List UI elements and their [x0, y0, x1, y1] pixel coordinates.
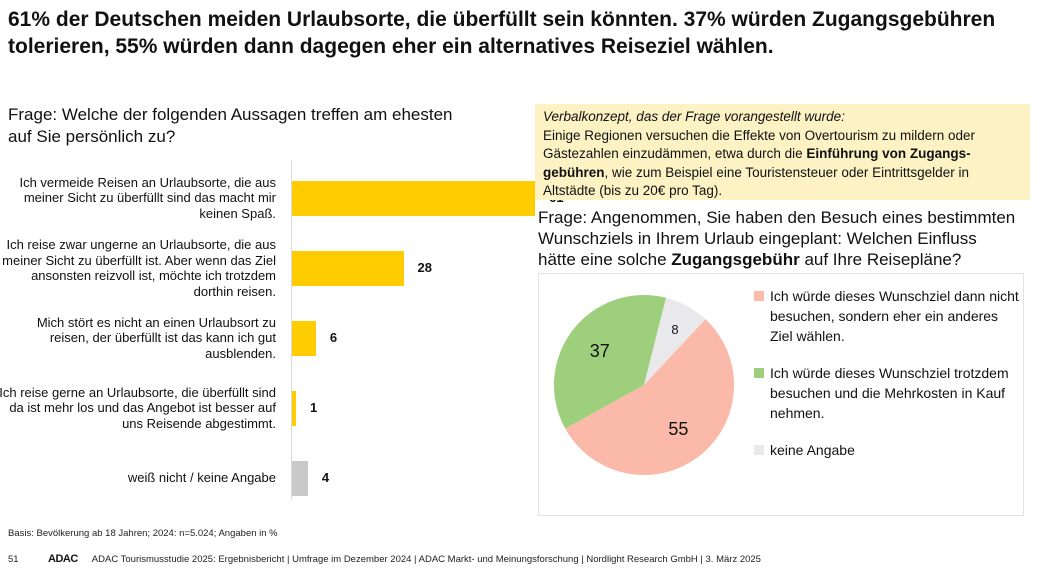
- bar: [292, 390, 296, 426]
- legend-item: Ich würde dieses Wunschziel trotzdem bes…: [754, 363, 1019, 423]
- footer: 51 ADAC ADAC Tourismusstudie 2025: Ergeb…: [8, 553, 761, 565]
- right-question-text-2: auf Ihre Reisepläne?: [799, 250, 962, 269]
- pie-chart-box: 55 37 8 Ich würde dieses Wunschziel dann n…: [538, 273, 1024, 516]
- basis-note: Basis: Bevölkerung ab 18 Jahren; 2024: n…: [8, 528, 278, 539]
- concept-text-2: , wie zum Beispiel eine Touristensteuer …: [543, 164, 969, 199]
- bar-category-label: Ich reise zwar ungerne an Urlaubsorte, d…: [2, 237, 276, 299]
- bar-category-label: Mich stört es nicht an einen Urlaubsort …: [36, 314, 276, 361]
- bar: [292, 460, 308, 496]
- bar-value-label: 1: [309, 400, 318, 415]
- bar-category-label: weiß nicht / keine Angabe: [127, 470, 276, 485]
- page-number: 51: [8, 553, 19, 565]
- right-question-bold: Zugangsgebühr: [671, 250, 800, 269]
- concept-text-1: Einige Regionen versuchen die Effekte vo…: [543, 127, 975, 162]
- bar-axis: [291, 160, 292, 500]
- legend-label: Ich würde dieses Wunschziel dann nicht b…: [770, 288, 1019, 344]
- concept-text: Einige Regionen versuchen die Effekte vo…: [543, 127, 1022, 201]
- right-question: Frage: Angenommen, Sie haben den Besuch …: [538, 207, 1018, 270]
- concept-box: Verbalkonzept, das der Frage vorangestel…: [535, 104, 1030, 200]
- pie-chart: 55 37 8: [554, 295, 734, 475]
- pie-legend: Ich würde dieses Wunschziel dann nicht b…: [754, 286, 1019, 477]
- left-question: Frage: Welche der folgenden Aussagen tre…: [8, 105, 453, 146]
- bar-value-label: 4: [321, 470, 330, 485]
- footer-text: ADAC Tourismusstudie 2025: Ergebnisberic…: [91, 553, 761, 565]
- pie-slice: [644, 297, 706, 385]
- pie-slice: [554, 295, 667, 429]
- pie-value-label: 55: [668, 419, 688, 439]
- bar: [292, 250, 404, 286]
- legend-item: keine Angabe: [754, 440, 1019, 460]
- concept-bold: Einführung von Zugangs-gebühren: [543, 146, 971, 180]
- bar-category-label: Ich reise gerne an Urlaubsorte, die über…: [0, 384, 276, 431]
- legend-label: Ich würde dieses Wunschziel trotzdem bes…: [770, 365, 1009, 421]
- slide-title: 61% der Deutschen meiden Urlaubsorte, di…: [8, 8, 996, 58]
- pie-value-label: 37: [590, 341, 610, 361]
- bar-category-label: Ich vermeide Reisen an Urlaubsorte, die …: [19, 174, 276, 221]
- bar-value-label: 6: [329, 330, 338, 345]
- adac-logo: ADAC: [48, 553, 78, 565]
- legend-swatch: [754, 291, 764, 301]
- pie-value-label: 8: [671, 322, 678, 337]
- pie-slice: [565, 319, 734, 475]
- legend-swatch: [754, 368, 764, 378]
- bar: [292, 180, 535, 216]
- legend-swatch: [754, 445, 764, 455]
- legend-label: keine Angabe: [770, 442, 855, 458]
- bar-value-label: 28: [417, 260, 432, 275]
- legend-item: Ich würde dieses Wunschziel dann nicht b…: [754, 286, 1019, 346]
- bar-chart: Ich vermeide Reisen an Urlaubsorte, die …: [0, 160, 563, 500]
- right-question-text-1: Frage: Angenommen, Sie haben den Besuch …: [538, 208, 1016, 269]
- bar: [292, 320, 316, 356]
- concept-lead: Verbalkonzept, das der Frage vorangestel…: [543, 109, 845, 124]
